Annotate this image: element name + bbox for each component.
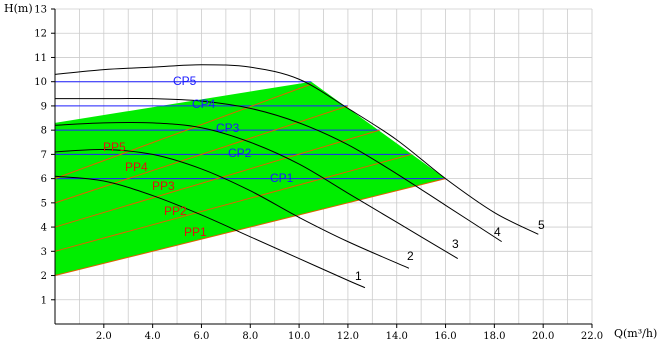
pump-curve-5 bbox=[54, 64, 539, 235]
x-tick-label: 6.0 bbox=[194, 331, 210, 342]
pump-curves bbox=[54, 64, 539, 289]
y-tick-label: 8 bbox=[41, 126, 47, 137]
x-tick-label: 22.0 bbox=[581, 331, 603, 342]
cp-label-cp2: CP2 bbox=[228, 146, 252, 160]
y-tick-label: 13 bbox=[34, 5, 47, 16]
pp-line-pp5 bbox=[54, 83, 312, 180]
pp-label-pp2: PP2 bbox=[164, 204, 187, 218]
x-tick-label: 8.0 bbox=[242, 331, 258, 342]
pp-label-pp3: PP3 bbox=[152, 179, 175, 193]
pp-label-pp4: PP4 bbox=[125, 160, 148, 174]
y-tick-label: 2 bbox=[41, 271, 47, 282]
x-tick-label: 16.0 bbox=[434, 331, 456, 342]
pp-line-pp3 bbox=[54, 129, 380, 228]
y-tick-label: 4 bbox=[41, 223, 47, 234]
pp-line-pp2 bbox=[54, 153, 412, 252]
pp-line-pp1 bbox=[54, 178, 446, 277]
curve-label-2: 2 bbox=[407, 249, 414, 263]
y-tick-label: 10 bbox=[34, 77, 47, 88]
pump-curve-4 bbox=[55, 97, 502, 243]
cp-label-cp4: CP4 bbox=[192, 97, 216, 111]
curve-label-4: 4 bbox=[494, 225, 501, 239]
pump-curve-1 bbox=[54, 175, 366, 289]
proportional-pressure-lines bbox=[54, 83, 446, 277]
x-axis-title: Q(m³/h) bbox=[614, 327, 657, 340]
x-tick-label: 2.0 bbox=[96, 331, 112, 342]
x-tick-label: 10.0 bbox=[288, 331, 310, 342]
pump-curve-3 bbox=[54, 121, 459, 260]
pump-curve-2 bbox=[54, 149, 410, 269]
x-tick-label: 12.0 bbox=[337, 331, 359, 342]
x-tick-label: 4.0 bbox=[145, 331, 161, 342]
pp-label-pp1: PP1 bbox=[184, 225, 207, 239]
y-tick-label: 3 bbox=[41, 247, 47, 258]
x-tick-label: 14.0 bbox=[386, 331, 408, 342]
cp-label-cp5: CP5 bbox=[173, 74, 197, 88]
cp-label-cp3: CP3 bbox=[216, 121, 240, 135]
y-tick-label: 6 bbox=[41, 174, 47, 185]
y-tick-label: 5 bbox=[41, 198, 47, 209]
y-tick-label: 9 bbox=[41, 101, 47, 112]
pp-label-pp5: PP5 bbox=[103, 140, 126, 154]
curve-label-1: 1 bbox=[355, 269, 362, 283]
y-tick-label: 1 bbox=[41, 295, 47, 306]
x-tick-label: 20.0 bbox=[532, 331, 554, 342]
y-tick-label: 11 bbox=[34, 53, 47, 64]
pp-line-pp4 bbox=[54, 105, 349, 204]
x-tick-label: 18.0 bbox=[483, 331, 505, 342]
constant-pressure-lines bbox=[55, 81, 446, 180]
cp-label-cp1: CP1 bbox=[270, 171, 294, 185]
y-tick-label: 12 bbox=[34, 29, 47, 40]
curve-label-3: 3 bbox=[452, 237, 459, 251]
y-tick-label: 7 bbox=[41, 150, 47, 161]
curve-label-5: 5 bbox=[538, 218, 545, 232]
y-axis-title: H(m) bbox=[4, 2, 33, 15]
